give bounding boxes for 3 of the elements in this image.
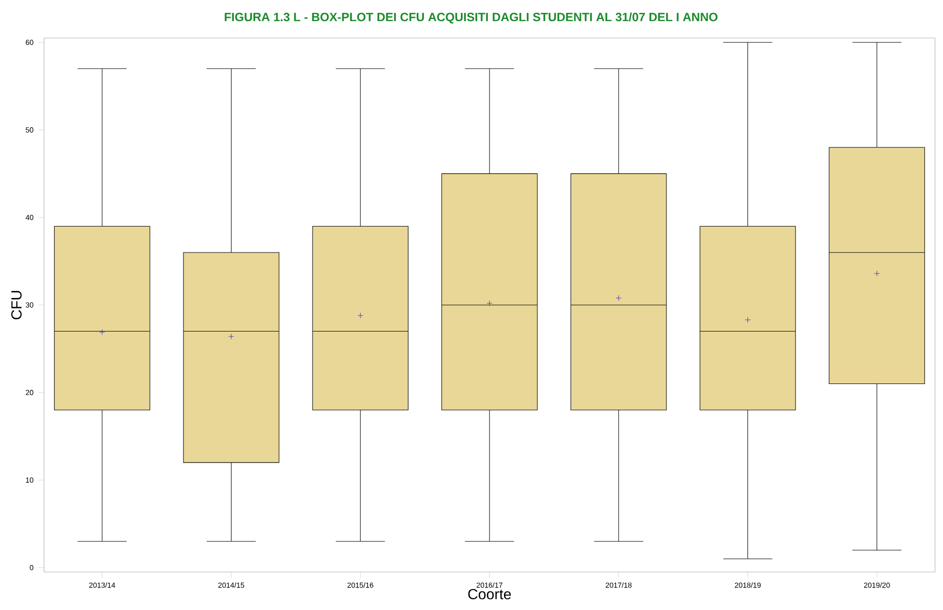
y-axis-title: CFU: [11, 291, 22, 320]
chart-title: FIGURA 1.3 L - BOX-PLOT DEI CFU ACQUISITI DAGLI STUDENTI AL 31/07 DEL I ANNO: [224, 12, 718, 24]
x-axis-title: Coorte: [468, 588, 511, 600]
